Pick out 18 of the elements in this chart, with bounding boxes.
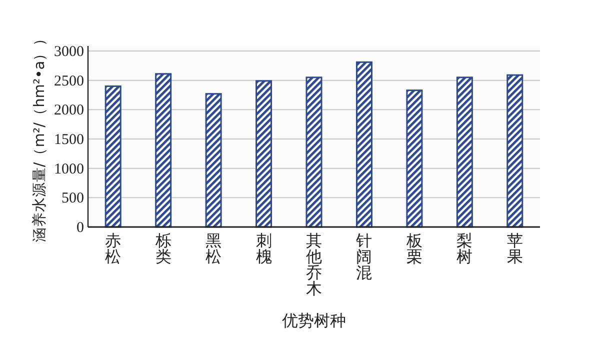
x-tick-label: 刺槐 <box>256 231 272 266</box>
y-axis-title: 涵养水源量/（m²/（hm²•a）） <box>31 30 48 242</box>
x-tick-label: 黑松 <box>206 231 222 266</box>
y-tick-label: 1500 <box>54 132 84 148</box>
y-tick-label: 500 <box>62 190 84 207</box>
y-tick-label: 0 <box>76 220 84 236</box>
x-tick-label: 板栗 <box>405 231 422 266</box>
x-axis-title: 优势树种 <box>282 311 346 330</box>
y-tick-label: 2500 <box>54 73 84 90</box>
x-tick-label: 苹果 <box>506 231 523 266</box>
x-tick-label: 栎类 <box>154 231 172 266</box>
x-tick-label: 赤松 <box>105 231 122 266</box>
y-tick-label: 1000 <box>54 161 84 178</box>
y-tick-label: 2000 <box>54 102 84 119</box>
x-tick-label: 其他乔木 <box>306 231 322 298</box>
y-tick-label: 3000 <box>54 44 84 60</box>
x-tick-label: 针阔混 <box>355 231 372 282</box>
x-tick-label: 梨树 <box>456 231 473 266</box>
